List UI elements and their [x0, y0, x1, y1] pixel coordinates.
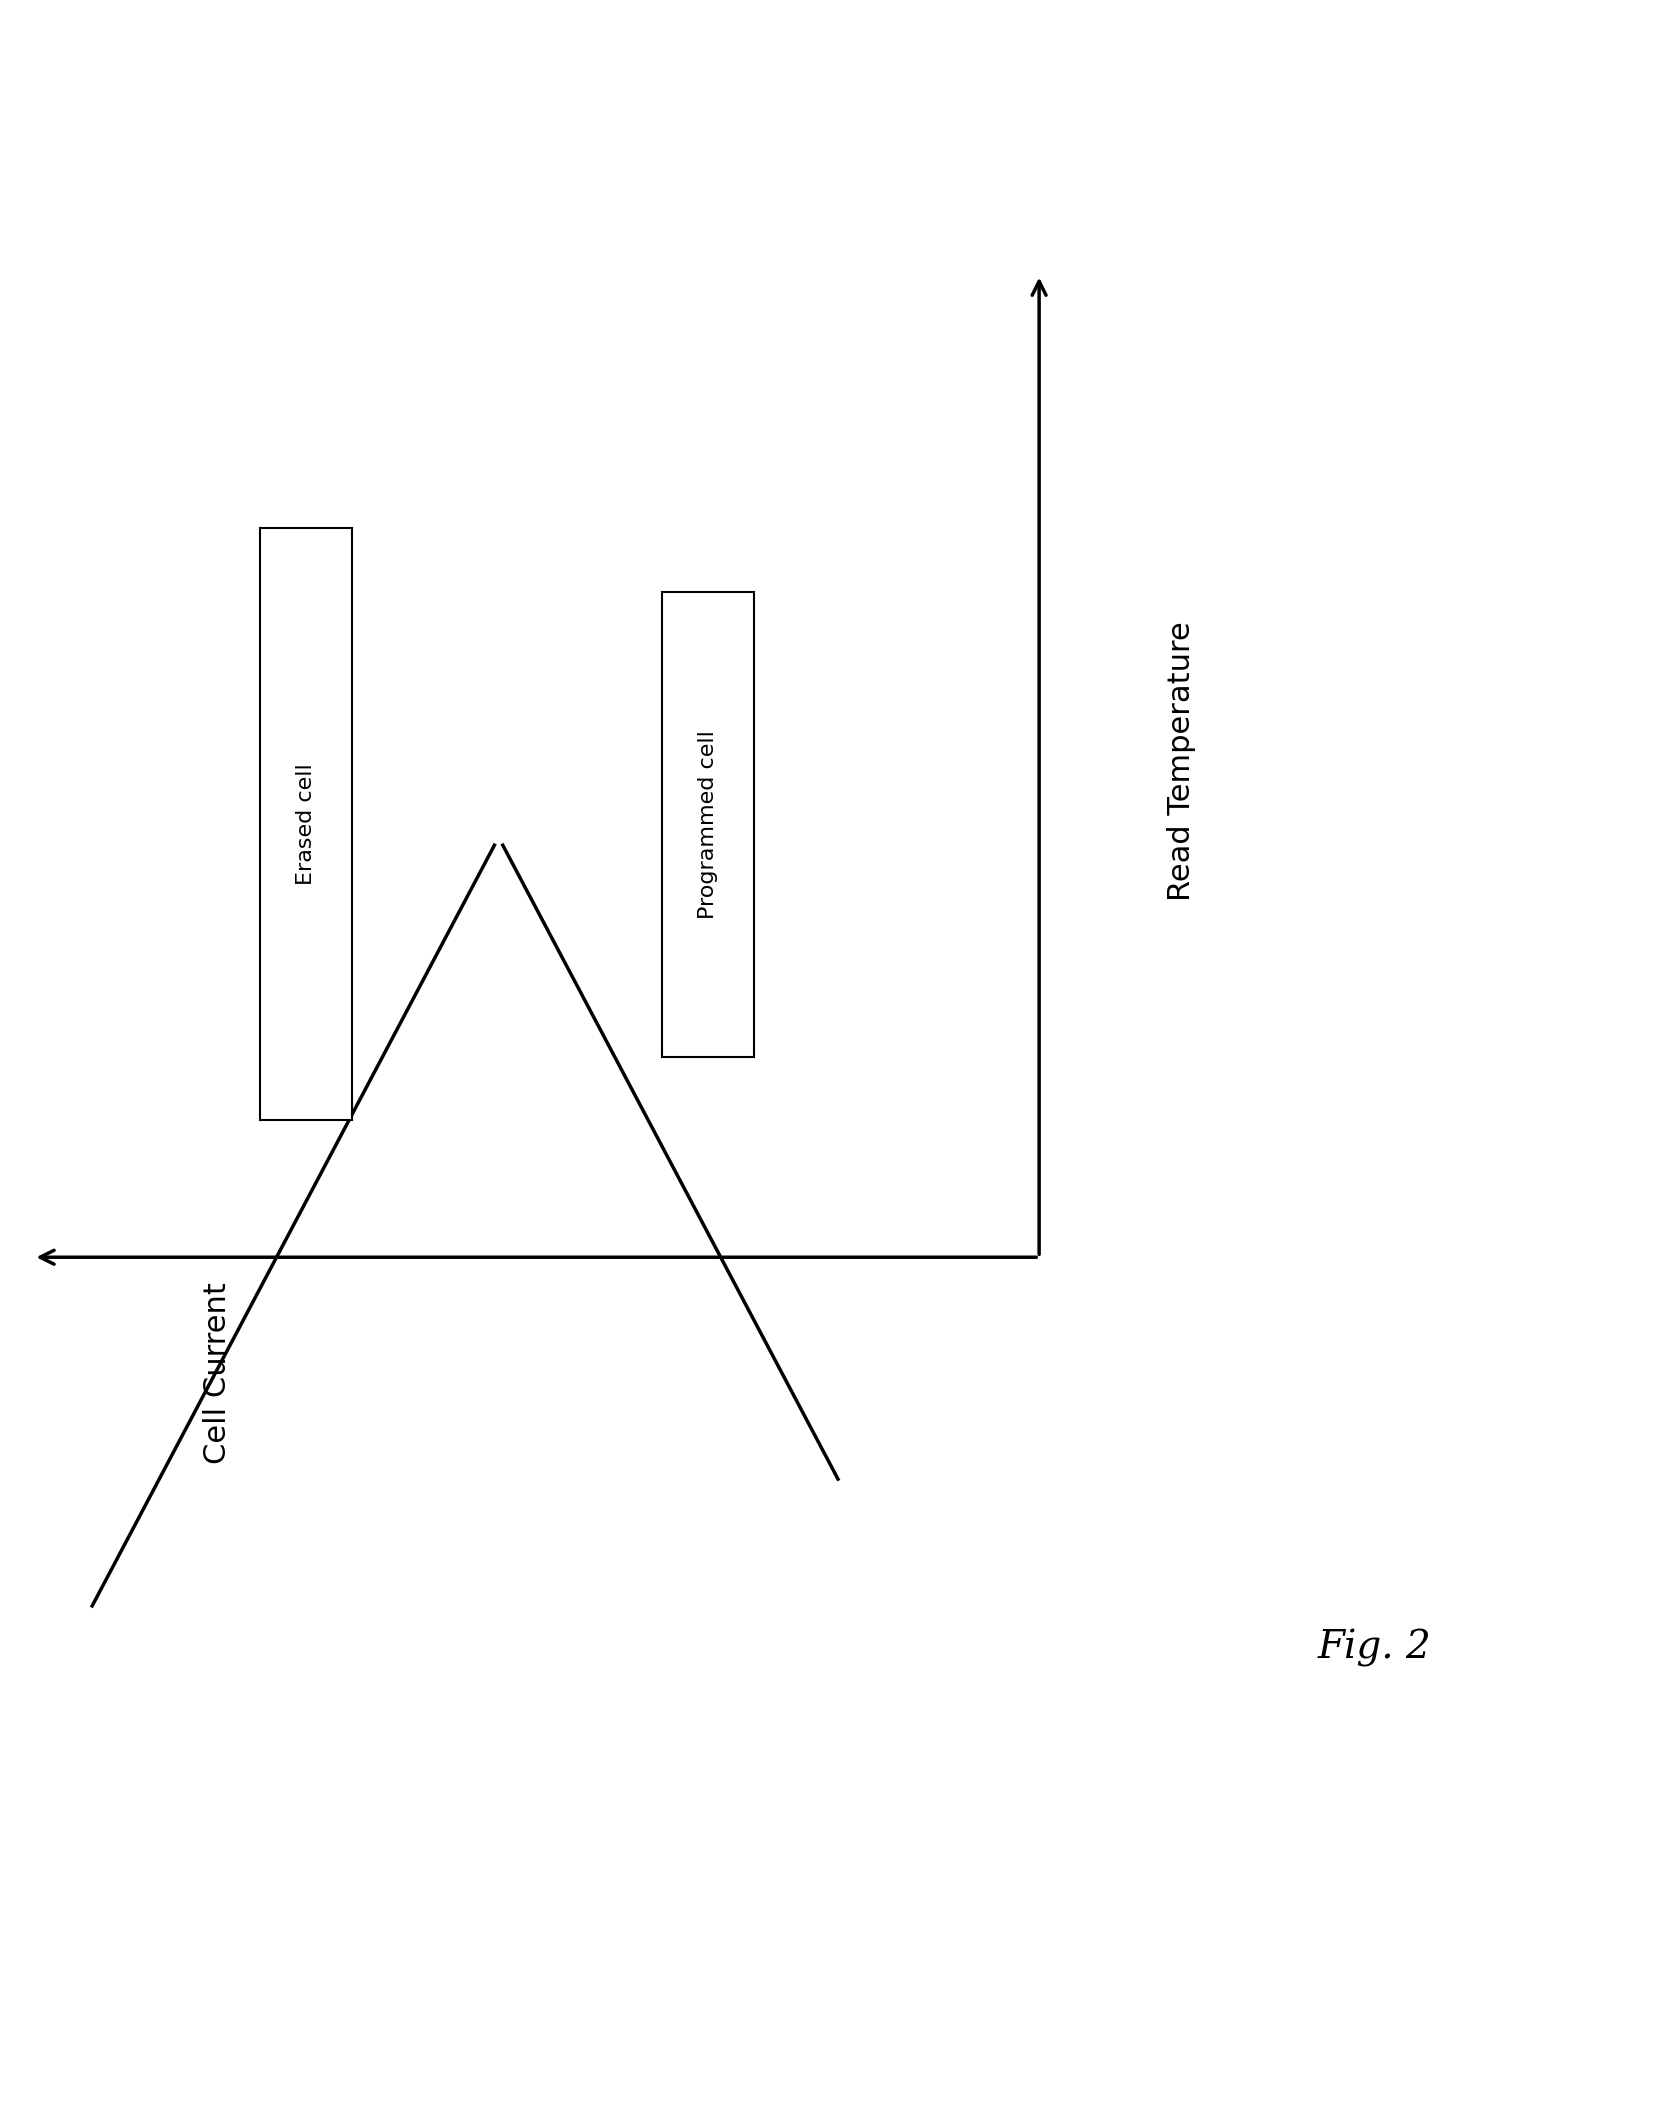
Text: Read Temperature: Read Temperature	[1166, 621, 1197, 900]
Text: Erased cell: Erased cell	[297, 763, 315, 885]
Text: Cell Current: Cell Current	[203, 1283, 233, 1464]
Text: Programmed cell: Programmed cell	[699, 729, 717, 919]
Bar	[662, 592, 754, 1056]
Bar	[260, 528, 352, 1120]
Text: Fig. 2: Fig. 2	[1317, 1629, 1431, 1667]
